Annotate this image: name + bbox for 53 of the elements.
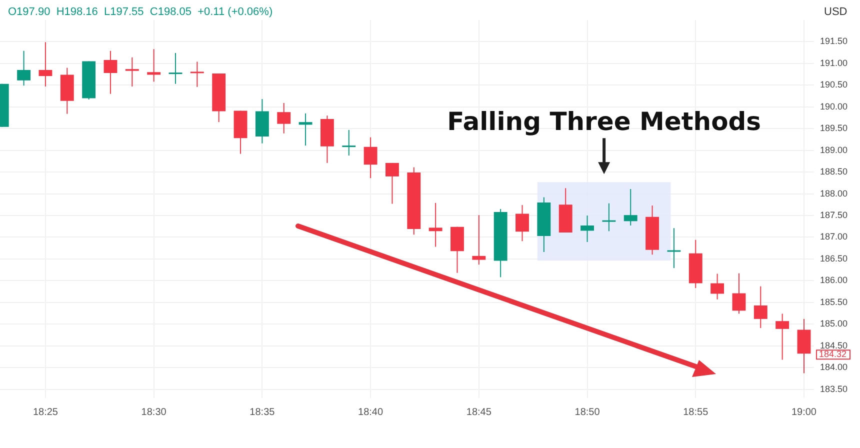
y-tick-label: 185.00 — [820, 318, 848, 329]
y-tick-label: 191.50 — [820, 36, 848, 46]
x-tick-label: 18:25 — [32, 406, 58, 418]
candlestick — [710, 273, 724, 300]
annotation: 184.32 — [818, 349, 847, 360]
candlestick — [776, 313, 790, 360]
y-tick-label: 186.00 — [820, 275, 848, 286]
candlestick — [516, 204, 529, 242]
y-tick-label: 188.00 — [820, 188, 848, 198]
y-tick-label: 184.00 — [820, 362, 848, 372]
x-tick-label: 18:45 — [466, 406, 492, 418]
candlestick — [754, 286, 768, 329]
x-tick-label: 18:30 — [141, 406, 167, 418]
candlestick — [38, 42, 52, 87]
candlestick — [580, 215, 594, 243]
candlestick — [386, 162, 399, 204]
y-tick-label: 191.00 — [820, 58, 848, 68]
x-tick-label: 18:50 — [574, 406, 600, 418]
candlestick — [104, 50, 118, 94]
y-tick-label: 187.50 — [820, 210, 848, 220]
y-tick-label: 187.00 — [820, 232, 848, 242]
y-axis-title: USD — [824, 6, 848, 18]
y-tick-label: 189.00 — [820, 144, 848, 155]
candlestick — [472, 214, 486, 266]
candlestick — [797, 318, 811, 374]
candlestick — [602, 202, 616, 232]
y-tick-label: 186.50 — [820, 253, 848, 264]
y-tick-label: 185.50 — [820, 296, 848, 307]
candlestick — [17, 50, 31, 86]
y-tick-label: 190.00 — [820, 101, 848, 112]
candlestick — [364, 136, 378, 179]
candlestick — [190, 61, 204, 88]
y-tick-label: 189.50 — [820, 123, 848, 134]
candlestick — [732, 272, 746, 314]
candlestick — [428, 202, 442, 248]
candlestick — [342, 129, 356, 156]
x-tick-label: 18:40 — [358, 406, 384, 418]
candlestick — [125, 56, 139, 87]
candlestick — [168, 52, 182, 84]
candlestick — [147, 48, 161, 82]
y-tick-label: 190.50 — [820, 80, 848, 90]
band-label: Falling Three Methods — [447, 107, 762, 136]
y-tick-label: 183.50 — [820, 384, 848, 394]
y-tick-label: 188.50 — [820, 166, 848, 177]
candlestick — [624, 188, 638, 226]
x-tick-label: 18:35 — [250, 406, 276, 418]
candlestick — [298, 112, 312, 146]
text: O197.90 H198.16 L197.55 C198.05 +0.11 (+0.06%) — [8, 6, 273, 18]
x-tick-label: 18:55 — [683, 406, 709, 418]
candlestick — [667, 228, 681, 269]
x-tick-label: 19:00 — [791, 406, 817, 418]
candlestick — [277, 102, 291, 134]
y-tick-label: 184.50 — [820, 340, 848, 350]
